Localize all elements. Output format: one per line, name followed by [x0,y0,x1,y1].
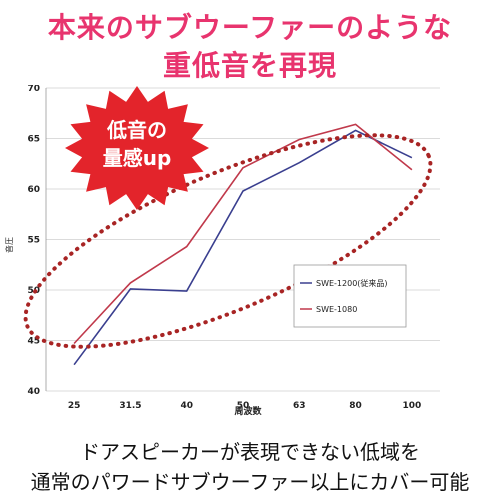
y-tick-label: 65 [27,135,40,145]
series-lines [73,123,413,366]
x-tick-label: 50 [237,401,250,411]
legend: SWE-1200(従来品) SWE-1080 [293,264,407,328]
y-axis-label: 音圧 [4,237,14,253]
highlight-ellipse [23,133,433,349]
series-line-swe-1080 [73,123,413,345]
y-tick-label: 60 [27,185,40,195]
series-line-swe-1200 [73,129,413,366]
y-tick-label: 70 [27,85,40,94]
legend-label-swe-1200: SWE-1200(従来品) [316,278,388,288]
x-tick-label: 80 [349,401,362,411]
footer-line-1: ドアスピーカーが表現できない低域を [80,440,420,464]
y-tick-label: 55 [27,236,40,246]
legend-box [293,264,407,328]
footer-line-2: 通常のパワードサブウーファー以上にカバー可能 [30,470,470,494]
burst-badge: 低音の 量感up [65,86,209,210]
x-tick-labels: 25 31.5 40 50 63 80 100 [68,401,421,411]
x-tick-label: 63 [293,401,306,411]
x-tick-label: 31.5 [119,401,141,411]
burst-text-line-2: 量感up [103,146,172,170]
y-tick-label: 45 [27,337,40,347]
burst-shape [65,86,209,210]
headline-line-1: 本来のサブウーファーのような [47,11,453,44]
y-tick-label: 40 [27,387,40,397]
x-axis-label: 周波数 [234,405,262,417]
headline-line-2: 重低音を再現 [162,49,337,82]
legend-label-swe-1080: SWE-1080 [316,305,357,314]
x-tick-label: 100 [402,401,421,411]
x-tick-label: 25 [68,401,81,411]
burst-text-line-1: 低音の [106,118,167,142]
x-tick-label: 40 [180,401,193,411]
